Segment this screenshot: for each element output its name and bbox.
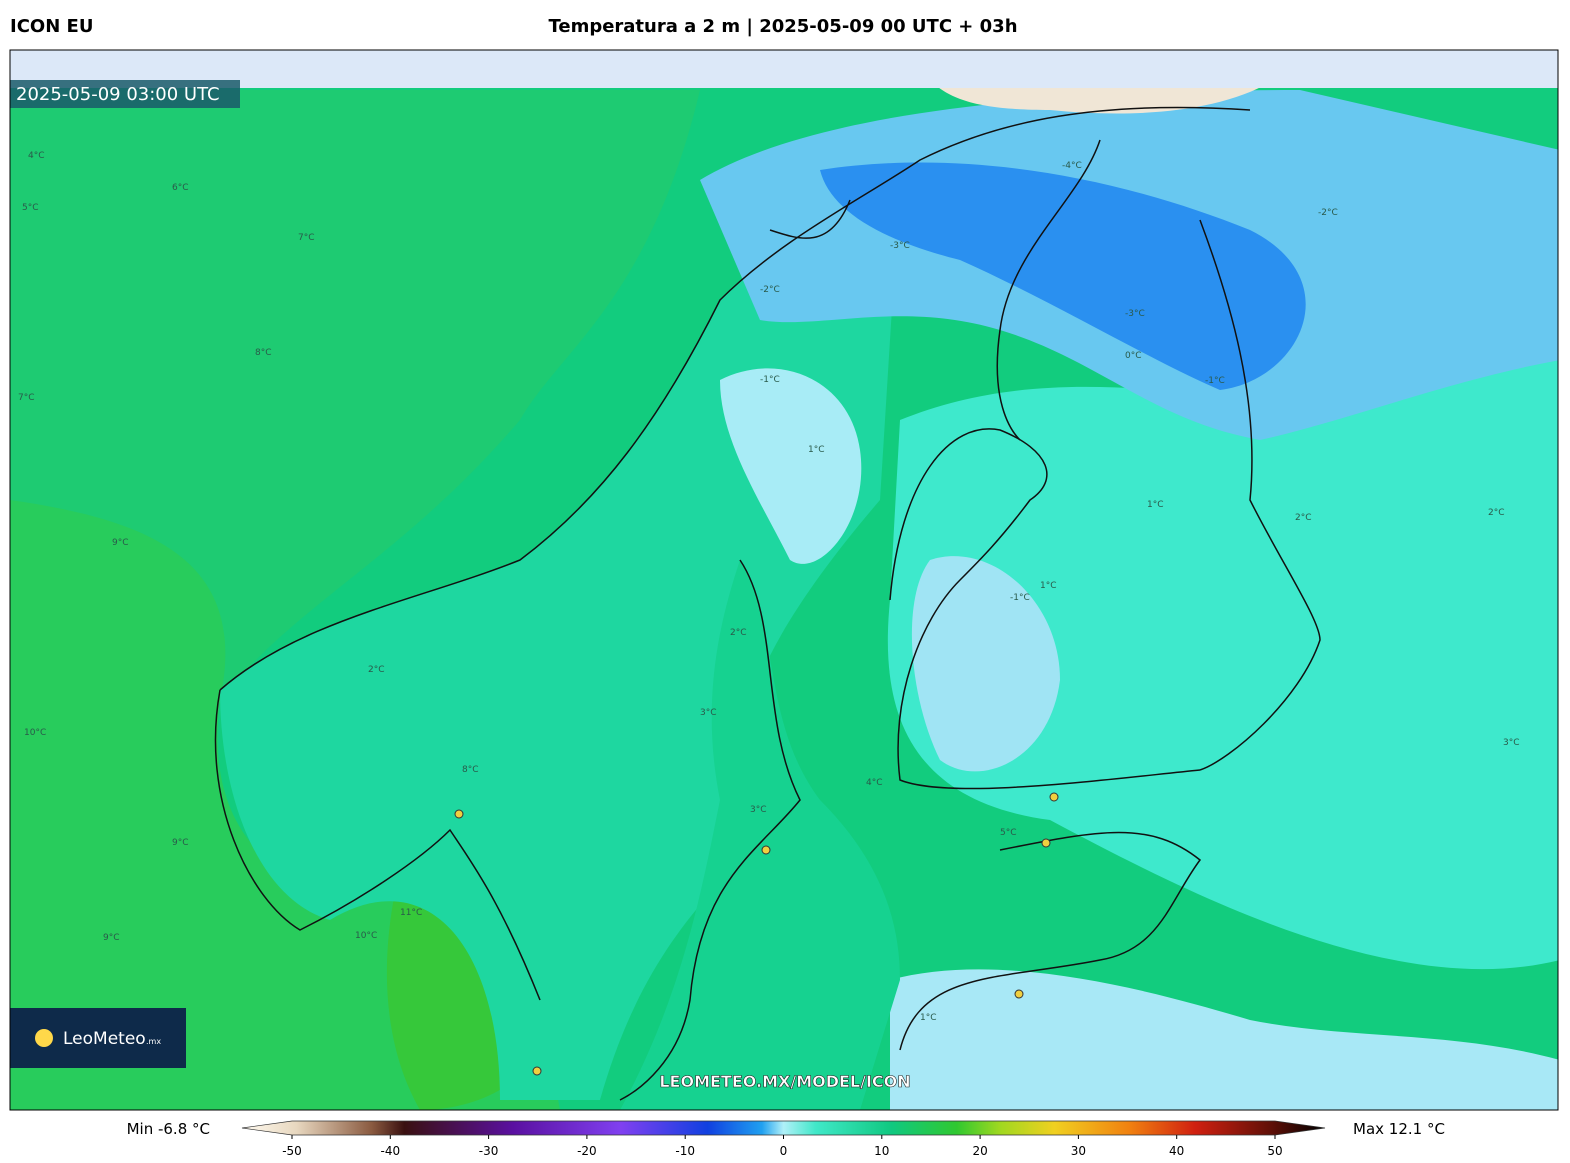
contour-label: 4°C xyxy=(866,778,883,788)
map-frame xyxy=(9,49,1559,1111)
contour-label: 1°C xyxy=(920,1013,937,1023)
baltic xyxy=(620,560,900,1110)
contour-label: -2°C xyxy=(760,285,780,295)
contour-label: -3°C xyxy=(1125,309,1145,319)
contour-label: 2°C xyxy=(368,665,385,675)
contour-label: 1°C xyxy=(1040,581,1057,591)
contour-label: 2°C xyxy=(730,628,747,638)
coldest-north xyxy=(820,162,1306,390)
contour-label: 0°C xyxy=(1125,351,1142,361)
colorbar-tick-label: -40 xyxy=(380,1144,400,1158)
no-data-strip xyxy=(10,50,1558,88)
cold-patch xyxy=(911,556,1060,772)
logo-name: LeoMeteo xyxy=(63,1029,146,1049)
contour-label: 8°C xyxy=(255,348,272,358)
cities xyxy=(454,792,1059,1076)
contour-label: -1°C xyxy=(1010,593,1030,603)
colorbar-tick-label: -20 xyxy=(577,1144,597,1158)
colorbar-ramp xyxy=(241,1120,1326,1136)
logo-suffix: .mx xyxy=(146,1037,161,1046)
contour-label: 7°C xyxy=(18,393,35,403)
map: 4°C 6°C 5°C 7°C 8°C 7°C 9°C 10°C 9°C 9°C… xyxy=(10,50,1558,1110)
contour-label: 10°C xyxy=(355,931,377,941)
contour-label: 9°C xyxy=(112,538,129,548)
finland-russia xyxy=(887,330,1558,970)
contour-label: 2°C xyxy=(1295,513,1312,523)
title: Temperatura a 2 m | 2025-05-09 00 UTC + … xyxy=(548,16,1017,37)
cold-south xyxy=(890,969,1558,1110)
contour-label: 8°C xyxy=(462,765,479,775)
contour-label: -4°C xyxy=(1062,161,1082,171)
contour-label: 11°C xyxy=(400,908,422,918)
colorbar-tick-label: -50 xyxy=(282,1144,302,1158)
colorbar-tick-label: 30 xyxy=(1071,1144,1086,1158)
contour-label: 6°C xyxy=(172,183,189,193)
contour-label: 9°C xyxy=(103,933,120,943)
logo-sun xyxy=(35,1029,53,1047)
colorbar-tick-label: -30 xyxy=(479,1144,499,1158)
colorbar-tick-label: 10 xyxy=(874,1144,889,1158)
min-label: Min -6.8 °C xyxy=(127,1120,210,1138)
contour-labels: 4°C 6°C 5°C 7°C 8°C 7°C 9°C 10°C 9°C 9°C… xyxy=(18,151,1520,1023)
contour-label: -1°C xyxy=(760,375,780,385)
colorbar-tick-label: 50 xyxy=(1267,1144,1282,1158)
colorbar-tick-label: 20 xyxy=(972,1144,987,1158)
cold-patch xyxy=(720,368,862,564)
colorbar: Min -6.8 °C Max 12.1 °C -50 -40 -30 -20 -10 0… xyxy=(127,1120,1445,1158)
valid-time: 2025-05-09 03:00 UTC xyxy=(16,84,220,105)
contour-label: 3°C xyxy=(1503,738,1520,748)
colorbar-tick-label: -10 xyxy=(675,1144,695,1158)
contour-label: 9°C xyxy=(172,838,189,848)
time-box xyxy=(10,80,240,108)
model-name: ICON EU xyxy=(10,16,93,37)
contour-label: 4°C xyxy=(28,151,45,161)
contour-label: 7°C xyxy=(298,233,315,243)
colorbar-tick-label: 0 xyxy=(780,1144,788,1158)
contour-label: 5°C xyxy=(1000,828,1017,838)
contour-label: 3°C xyxy=(700,708,717,718)
contour-label: -3°C xyxy=(890,241,910,251)
watermark: LEOMETEO.MX/MODEL/ICON xyxy=(659,1072,910,1091)
coastlines xyxy=(214,106,1321,1101)
contour-label: 2°C xyxy=(1488,508,1505,518)
contour-label: -2°C xyxy=(1318,208,1338,218)
contour-label: 1°C xyxy=(808,445,825,455)
colorbar-tick-label: 40 xyxy=(1169,1144,1184,1158)
contour-label: 10°C xyxy=(24,728,46,738)
contour-label: 3°C xyxy=(750,805,767,815)
max-label: Max 12.1 °C xyxy=(1353,1120,1445,1138)
contour-label: -1°C xyxy=(1205,376,1225,386)
contour-label: 5°C xyxy=(22,203,39,213)
contour-label: 1°C xyxy=(1147,500,1164,510)
